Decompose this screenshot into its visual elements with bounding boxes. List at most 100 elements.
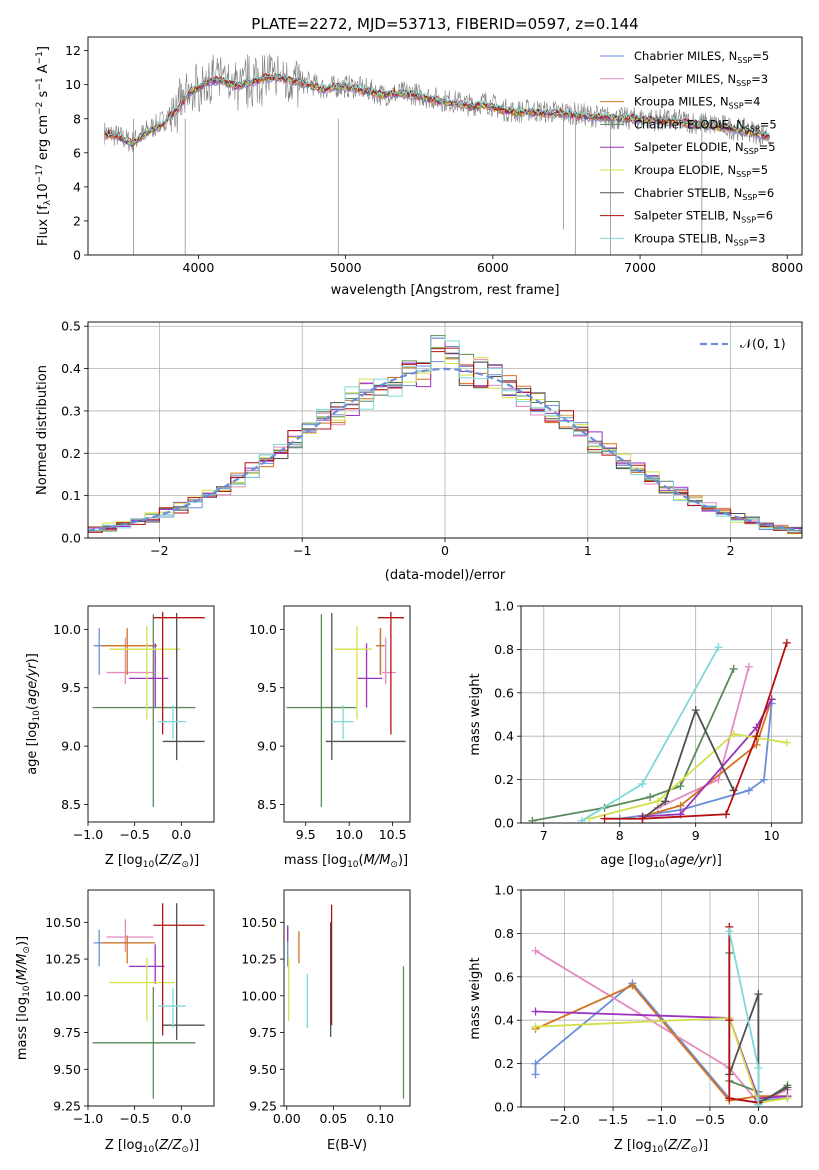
y-tick-label: 0.0: [494, 816, 514, 831]
y-tick-label: 0: [73, 248, 81, 263]
axis-title-part: age [log: [25, 722, 40, 775]
mass-weight-vs-metallicity-panel: −2.0 −1.5 −1.0 −0.5 0.0 0.0 0.2 0.4 0.6 0.8 1.0 mas…: [468, 883, 803, 1155]
x-tick-label: 10.0: [335, 827, 363, 842]
plot-area: [88, 606, 214, 822]
x-tick-label: −2: [150, 543, 168, 558]
y-tick-label: 1.0: [494, 599, 514, 614]
x-tick-label: −1.0: [73, 827, 103, 842]
x-tick-label: 0.0: [171, 827, 191, 842]
legend-label-text: Kroupa ELODIE, N: [634, 163, 736, 177]
x-tick-label: 7000: [624, 260, 656, 275]
y-tick-label: 0.4: [494, 729, 514, 744]
y-tick-label: 10.25: [241, 952, 277, 967]
axis-title-part: ⊙: [22, 946, 32, 954]
axis-title-part: ]: [36, 46, 51, 51]
legend-label: Salpeter ELODIE, NSSP=5: [634, 140, 776, 156]
legend-label-suffix: =3: [749, 231, 766, 245]
axis-title-part: M/M: [364, 853, 391, 868]
x-tick-label: −1.0: [73, 1111, 103, 1126]
y-tick-label: 9.50: [53, 1062, 81, 1077]
legend-label-subscript: SSP: [741, 216, 756, 225]
legend-label: Salpeter STELIB, NSSP=6: [634, 209, 773, 225]
weight-point-marker: [752, 732, 761, 741]
axes-frame: [87, 321, 803, 539]
y-tick-label: 8.5: [257, 797, 277, 812]
legend-label-text: Salpeter ELODIE, N: [634, 140, 744, 154]
axis-title-part: age/yr: [25, 662, 40, 705]
y-tick-label: 0.2: [494, 772, 514, 787]
legend-label-subscript: SSP: [729, 102, 744, 111]
x-tick-label: −0.5: [119, 827, 149, 842]
y-tick-label: 9.0: [61, 739, 81, 754]
y-tick-label: 8.5: [61, 797, 81, 812]
weight-point-marker: [638, 814, 647, 823]
y-tick-label: 9.50: [249, 1062, 277, 1077]
plot-area: [284, 606, 410, 822]
y-tick-label: 12: [65, 43, 81, 58]
axes-frame: [87, 36, 803, 256]
y-tick-label: 9.5: [61, 680, 81, 695]
weight-point-marker: [783, 1083, 792, 1092]
plot-marks: [287, 904, 405, 1099]
y-tick-label: 9.0: [257, 739, 277, 754]
x-axis-label: wavelength [Angstrom, rest frame]: [331, 283, 560, 298]
legend-label-suffix: =3: [751, 72, 768, 86]
legend-label: Kroupa ELODIE, NSSP=5: [634, 163, 768, 179]
x-tick-label: 5000: [330, 260, 362, 275]
weight-point-marker: [714, 643, 723, 652]
axis-title-part: 10: [653, 860, 665, 870]
axis-title-part: Z/Z: [158, 1138, 182, 1153]
y-tick-label: 8: [73, 111, 81, 126]
y-tick-label: 4: [73, 179, 81, 194]
weight-point-marker: [722, 810, 731, 819]
weight-point-marker: [754, 1100, 763, 1107]
weight-point-marker: [782, 738, 791, 747]
weight-point-marker: [783, 1094, 792, 1103]
legend-label-subscript: SSP: [736, 79, 751, 88]
axis-title-part: −1: [35, 77, 45, 90]
mass-vs-metallicity-panel: −1.0 −0.5 0.0 9.25 9.50 9.75 10.00 10.25 10.50 Z …: [15, 889, 215, 1155]
weight-point-marker: [528, 816, 537, 823]
weight-point-marker: [531, 946, 540, 955]
plot-area: [88, 890, 214, 1106]
x-tick-label: 2: [727, 543, 735, 558]
y-tick-label: 0.6: [494, 969, 514, 984]
legend-label-subscript: SSP: [744, 147, 759, 156]
x-tick-label: −2.0: [549, 1112, 579, 1127]
legend-label-subscript: SSP: [742, 193, 757, 202]
x-tick-label: 7: [540, 828, 548, 843]
axis-title-part: ⊙: [390, 860, 398, 870]
axes-frame: [87, 605, 215, 823]
x-tick-label: 10.5: [379, 827, 407, 842]
x-axis-label: Z [log10(Z/Z⊙)]: [614, 1138, 708, 1155]
axes-frame: [520, 889, 803, 1108]
y-tick-label: 6: [73, 145, 81, 160]
axis-title-part: A: [36, 64, 51, 77]
weight-point-marker: [600, 814, 609, 823]
legend-label-suffix: =5: [760, 117, 777, 131]
x-tick-label: −0.5: [695, 1112, 725, 1127]
weight-point-marker: [577, 816, 586, 823]
axis-title-part: 10: [143, 1145, 155, 1155]
axis-title-part: age [log: [600, 853, 653, 868]
weight-point-marker: [531, 1070, 540, 1079]
y-tick-label: 0.0: [494, 1100, 514, 1115]
axis-title-part: M/M: [15, 954, 30, 981]
x-tick-label: 9.5: [296, 827, 316, 842]
x-axis-label: Z [log10(Z/Z⊙)]: [105, 853, 199, 870]
axes-frame: [283, 889, 411, 1107]
weight-series-line: [728, 993, 788, 1105]
axis-title-part: ⊙: [690, 1145, 698, 1155]
x-tick-label: 6000: [477, 260, 509, 275]
y-tick-label: 0.4: [494, 1013, 514, 1028]
y-axis-label: Normed distribution: [35, 365, 50, 495]
plot-area: [521, 606, 802, 823]
legend-label-suffix: =5: [759, 140, 776, 154]
x-axis-label: Z [log10(Z/Z⊙)]: [105, 1138, 199, 1155]
x-tick-label: 4000: [183, 260, 215, 275]
weight-point-marker: [714, 775, 723, 784]
axis-title-part: (: [665, 853, 670, 868]
legend-label-suffix: =5: [752, 49, 769, 63]
x-tick-label: 0.10: [366, 1111, 394, 1126]
